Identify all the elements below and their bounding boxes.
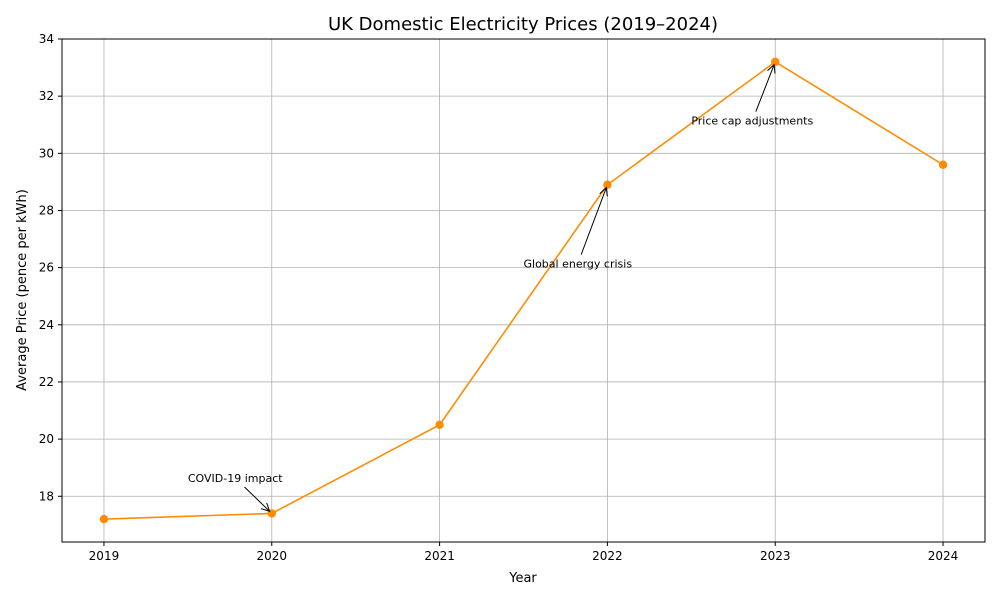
y-tick-label: 26: [39, 261, 54, 275]
data-point: [603, 180, 612, 189]
data-point: [99, 514, 109, 524]
y-tick-label: 32: [39, 89, 54, 103]
annotation-arrow: [244, 486, 269, 511]
x-tick-label: 2019: [89, 549, 120, 563]
x-tick-label: 2024: [928, 549, 959, 563]
x-tick-label: 2023: [760, 549, 791, 563]
y-tick-label: 18: [39, 489, 54, 503]
annotation-arrow: [580, 188, 606, 255]
plot-frame: [61, 38, 986, 543]
y-tick-label: 20: [39, 432, 54, 446]
chart-title: UK Domestic Electricity Prices (2019–202…: [328, 14, 718, 35]
data-point: [938, 160, 948, 169]
data-point: [771, 57, 780, 67]
data-point: [435, 420, 444, 430]
annotation-text: Global energy crisis: [524, 258, 633, 271]
ticks: 2019 2020 2021 2022 2023 20241820222426283032…: [39, 32, 959, 563]
series-line: [103, 60, 944, 520]
annotation-arrow: [755, 65, 774, 112]
annotations: COVID-19 impact Global energy crisis Price…: [188, 65, 813, 512]
y-axis-label: Average Price (pence per kWh): [15, 189, 30, 391]
grid: [62, 38, 985, 542]
y-tick-label: 24: [39, 318, 54, 332]
annotation-text: Price cap adjustments: [691, 115, 813, 128]
y-tick-label: 28: [39, 203, 54, 217]
x-tick-label: 2022: [592, 549, 623, 563]
y-tick-label: 34: [39, 32, 54, 46]
x-axis-label: Year: [508, 571, 537, 586]
y-tick-label: 22: [39, 375, 54, 389]
x-tick-label: 2021: [424, 549, 455, 563]
series: [99, 57, 948, 524]
x-tick-label: 2020: [256, 549, 287, 563]
y-tick-label: 30: [39, 146, 54, 160]
annotation-text: COVID-19 impact: [188, 472, 283, 485]
